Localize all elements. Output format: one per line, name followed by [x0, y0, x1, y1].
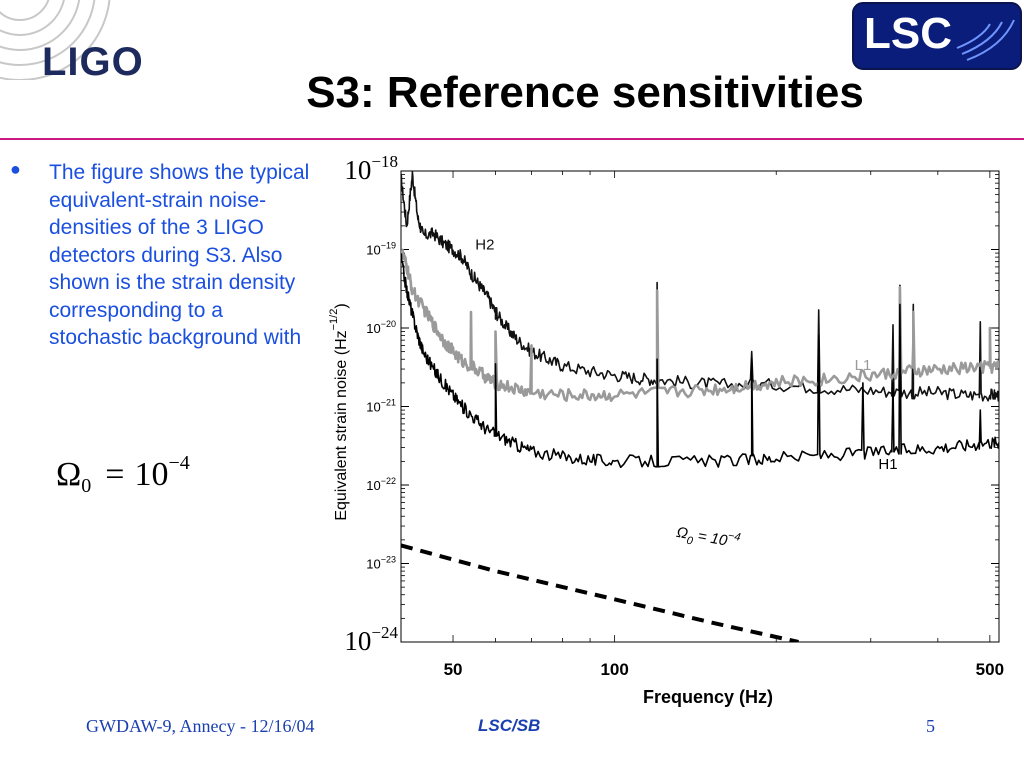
- x-tick-label-2: 500: [976, 660, 1004, 679]
- y-tick-label-1: 10−19: [366, 241, 396, 258]
- y-tick-label-5: 10−23: [366, 555, 396, 572]
- series-label-l1: L1: [855, 357, 872, 374]
- y-tick-label-2: 10−20: [366, 319, 396, 336]
- footer-conference: GWDAW-9, Annecy - 12/16/04: [86, 716, 315, 736]
- page-title: S3: Reference sensitivities: [306, 68, 864, 117]
- y-axis-label: Equivalent strain noise (Hz−1/2): [328, 303, 350, 520]
- formula-subscript: 0: [81, 475, 92, 497]
- y-tick-label-6: 10−24: [344, 623, 398, 656]
- x-axis-label: Frequency (Hz): [643, 687, 773, 707]
- y-tick-label-3: 10−21: [366, 398, 396, 415]
- lsc-logo-text: LSC: [864, 9, 952, 58]
- minor-ticks: [400, 171, 999, 642]
- y-tick-label-4: 10−22: [366, 476, 396, 493]
- bullet-dot-icon: ●: [10, 159, 21, 179]
- footer-org: LSC/SB: [478, 716, 541, 735]
- formula-symbol: Ω: [56, 456, 82, 493]
- plot-area: [401, 171, 999, 642]
- lsc-logo: LSC: [852, 2, 1022, 70]
- bullet-text: The figure shows the typical equivalent-…: [49, 161, 310, 349]
- formula-equals: =: [105, 456, 125, 493]
- x-tick-label-0: 50: [444, 660, 463, 679]
- y-tick-label-0: 10−18: [344, 152, 398, 185]
- series-line--0-10-4: [401, 543, 799, 642]
- series-line-h2: [401, 171, 999, 402]
- formula-base: 10: [134, 456, 169, 493]
- formula-exponent: −4: [168, 452, 190, 474]
- series-line-l1: [401, 248, 999, 403]
- omega-formula: Ω0 = 10−4: [56, 452, 190, 498]
- footer-page-number: 5: [926, 716, 935, 736]
- series-label-h2: H2: [475, 237, 494, 254]
- omega-annotation: Ω0 = 10−4: [674, 521, 741, 556]
- x-tick-label-1: 100: [600, 660, 628, 679]
- ligo-arcs-graphic: [0, 0, 111, 80]
- title-divider: [0, 138, 1024, 140]
- series-line-h1: [401, 253, 999, 469]
- series-label-h1: H1: [878, 456, 897, 473]
- ligo-logo: LIGO: [42, 40, 144, 84]
